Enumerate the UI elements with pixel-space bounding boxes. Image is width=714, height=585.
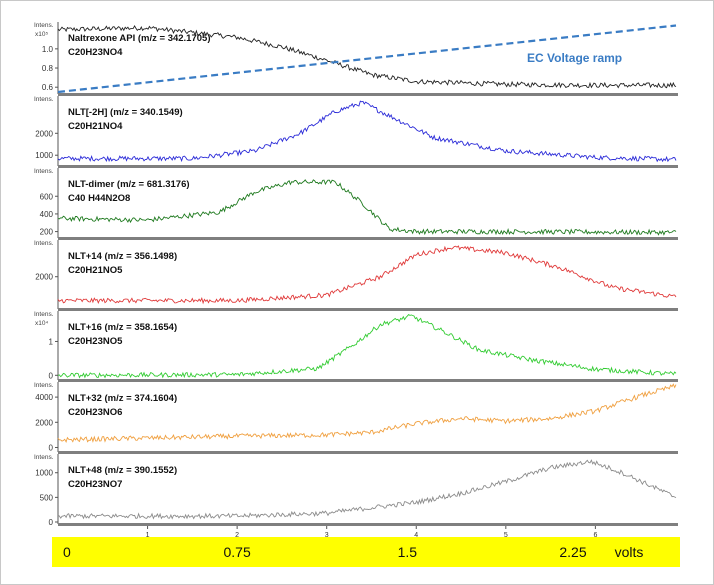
y-tick-label: 400 — [40, 210, 54, 219]
x-tick-label: 3 — [325, 532, 329, 539]
compound-name-nlt_2h: NLT[-2H] (m/z = 340.1549) — [68, 107, 183, 118]
voltage-tick-label: 0 — [63, 544, 71, 560]
trace-nlt_48 — [57, 459, 677, 520]
y-tick-label: 2000 — [35, 418, 53, 427]
panel-separator — [58, 523, 678, 526]
voltage-unit-label: volts — [615, 544, 644, 560]
scale-label-naltrexone: x10⁵ — [35, 31, 48, 38]
panel-separator — [58, 379, 678, 382]
intens-label-nlt_16: Intens. — [34, 311, 54, 318]
y-tick-label: 500 — [40, 493, 54, 502]
voltage-tick-label: 0.75 — [224, 544, 251, 560]
y-tick-label: 200 — [40, 228, 54, 237]
y-tick-label: 0 — [49, 443, 54, 452]
y-tick-label: 1.0 — [42, 45, 54, 54]
compound-name-naltrexone: Naltrexone API (m/z = 342.1705) — [68, 33, 210, 44]
panel-separator — [58, 451, 678, 454]
voltage-tick-label: 1.5 — [398, 544, 418, 560]
y-tick-label: 0 — [49, 518, 54, 527]
x-tick-label: 6 — [593, 532, 597, 539]
intens-label-nlt_48: Intens. — [34, 454, 54, 461]
compound-formula-nlt_dimer: C40 H44N2O8 — [68, 193, 130, 204]
voltage-band — [52, 537, 680, 567]
compound-name-nlt_32: NLT+32 (m/z = 374.1604) — [68, 393, 177, 404]
intens-label-nlt_2h: Intens. — [34, 96, 54, 103]
trace-nlt_14 — [57, 245, 677, 305]
y-tick-label: 2000 — [35, 273, 53, 282]
compound-formula-nlt_14: C20H21NO5 — [68, 265, 123, 276]
scale-label-nlt_16: x10⁴ — [35, 320, 48, 327]
compound-formula-nlt_16: C20H23NO5 — [68, 336, 123, 347]
y-tick-label: 600 — [40, 192, 54, 201]
panel-separator — [58, 237, 678, 240]
x-tick-label: 4 — [414, 532, 418, 539]
panel-separator — [58, 93, 678, 96]
panel-separator — [58, 308, 678, 311]
trace-naltrexone — [57, 24, 677, 89]
x-tick-label: 5 — [504, 532, 508, 539]
y-tick-label: 4000 — [35, 393, 53, 402]
compound-name-nlt_14: NLT+14 (m/z = 356.1498) — [68, 251, 177, 262]
compound-formula-naltrexone: C20H23NO4 — [68, 47, 123, 58]
compound-formula-nlt_48: C20H23NO7 — [68, 479, 122, 490]
trace-nlt_32 — [57, 383, 677, 444]
trace-nlt_dimer — [57, 179, 677, 236]
y-tick-label: 1 — [49, 337, 54, 346]
y-tick-label: 0 — [49, 371, 54, 380]
trace-nlt_2h — [57, 100, 677, 163]
y-tick-label: 1000 — [35, 151, 53, 160]
trace-nlt_16 — [57, 314, 677, 379]
panel-separator — [58, 165, 678, 168]
x-tick-label: 2 — [235, 532, 239, 539]
intens-label-nlt_dimer: Intens. — [34, 168, 54, 175]
x-tick-label: 1 — [146, 532, 150, 539]
ec-voltage-ramp-line — [57, 24, 677, 94]
intens-label-nlt_14: Intens. — [34, 240, 54, 247]
ec-voltage-ramp-label: EC Voltage ramp — [527, 51, 622, 65]
compound-formula-nlt_2h: C20H21NO4 — [68, 121, 123, 132]
compound-name-nlt_16: NLT+16 (m/z = 358.1654) — [68, 322, 177, 333]
y-tick-label: 2000 — [35, 129, 53, 138]
y-tick-label: 1000 — [35, 469, 53, 478]
y-tick-label: 0.8 — [42, 64, 54, 73]
compound-formula-nlt_32: C20H23NO6 — [68, 407, 122, 418]
intens-label-nlt_32: Intens. — [34, 382, 54, 389]
voltage-tick-label: 2.25 — [559, 544, 586, 560]
intens-label-naltrexone: Intens. — [34, 22, 54, 29]
compound-name-nlt_48: NLT+48 (m/z = 390.1552) — [68, 465, 177, 476]
y-tick-label: 0.6 — [42, 83, 54, 92]
compound-name-nlt_dimer: NLT-dimer (m/z = 681.3176) — [68, 179, 190, 190]
